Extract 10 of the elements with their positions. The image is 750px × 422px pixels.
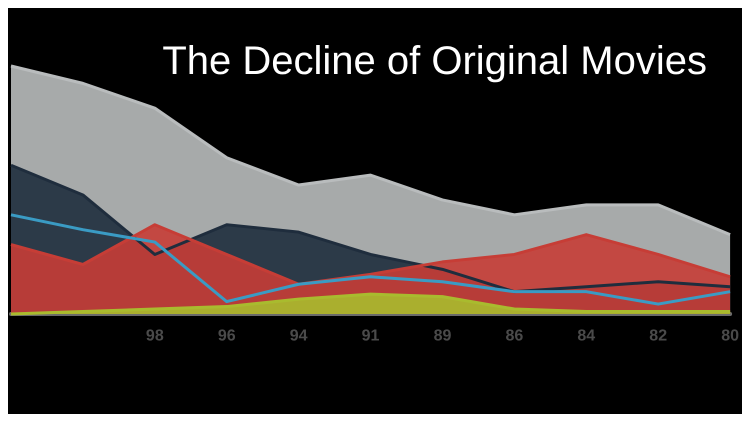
x-tick-label: 96 bbox=[218, 328, 236, 344]
x-tick-label: 98 bbox=[146, 328, 164, 344]
x-tick-label: 80 bbox=[721, 328, 740, 344]
x-tick-label: 82 bbox=[649, 328, 668, 344]
x-tick-label: 84 bbox=[577, 328, 596, 344]
x-tick-label: 86 bbox=[505, 328, 524, 344]
x-tick-label: 91 bbox=[362, 328, 380, 344]
x-tick-label: 89 bbox=[434, 328, 452, 344]
chart-title: The Decline of Original Movies bbox=[162, 39, 708, 83]
x-tick-label: 94 bbox=[290, 328, 308, 344]
